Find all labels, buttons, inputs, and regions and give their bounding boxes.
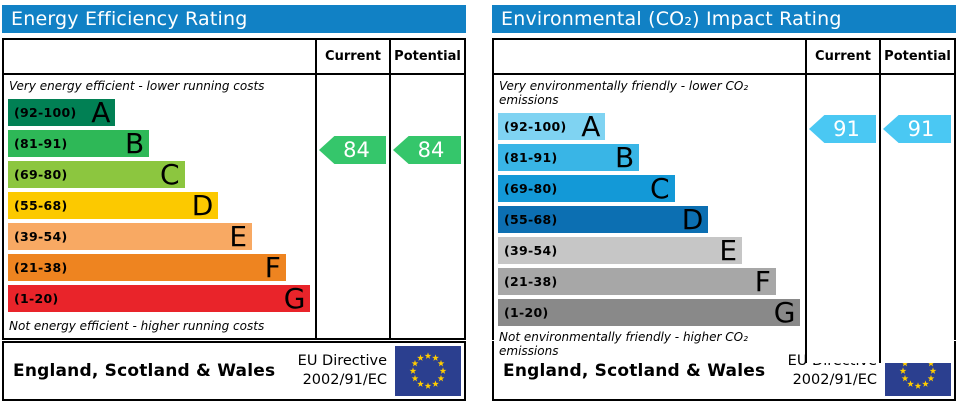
band-row-d: (55-68) D [8,189,315,222]
band-letter: E [719,234,738,267]
current-rating-arrow: 84 [319,136,386,164]
band-row-a: (92-100) A [498,110,805,143]
band-letter: D [681,203,704,236]
band-row-g: (1-20) G [8,282,315,315]
band-range: (39-54) [14,229,68,244]
band-letter: C [159,158,180,191]
band-letter: D [191,189,214,222]
band-range: (92-100) [14,105,77,120]
band-g: (1-20) G [498,296,801,329]
band-d: (55-68) D [498,203,709,236]
band-row-e: (39-54) E [498,234,805,267]
band-row-g: (1-20) G [498,296,805,329]
current-rating-column: 91 [805,75,879,363]
band-range: (21-38) [504,274,558,289]
energy-efficiency-chart: Current Potential Very energy efficient … [2,38,466,340]
eu-flag-svg [395,346,461,396]
band-range: (55-68) [14,198,68,213]
energy-efficiency-panel: Energy Efficiency Rating Current Potenti… [2,5,466,401]
band-range: (39-54) [504,243,558,258]
band-range: (55-68) [504,212,558,227]
bottom-caption: Not energy efficient - higher running co… [9,319,265,333]
potential-column-header: Potential [879,40,954,75]
current-rating-value: 84 [343,138,370,162]
environmental-impact-panel: Environmental (CO₂) Impact Rating Curren… [492,5,956,401]
band-range: (21-38) [14,260,68,275]
band-range: (81-91) [504,150,558,165]
current-column-header: Current [315,40,389,75]
band-row-c: (69-80) C [498,172,805,205]
potential-rating-column: 84 [389,75,464,338]
band-range: (1-20) [504,305,549,320]
band-row-d: (55-68) D [498,203,805,236]
band-e: (39-54) E [498,234,743,267]
band-b: (81-91) B [8,127,150,160]
band-b: (81-91) B [498,141,640,174]
potential-rating-column: 91 [879,75,954,363]
band-letter: A [581,110,601,143]
band-letter: F [264,251,281,284]
band-g: (1-20) G [8,282,311,315]
eu-directive-label: EU Directive 2002/91/EC [297,353,387,388]
top-caption: Very environmentally friendly - lower CO… [499,79,749,107]
potential-rating-value: 84 [417,138,445,162]
band-letter: F [754,265,771,298]
rating-bands: Very energy efficient - lower running co… [4,75,315,338]
band-a: (92-100) A [498,110,606,143]
potential-rating-arrow: 91 [883,115,951,143]
bottom-caption: Not environmentally friendly - higher CO… [499,330,748,358]
current-column-header: Current [805,40,879,75]
region-label: England, Scotland & Wales [13,361,276,381]
band-letter: B [615,141,635,174]
energy-efficiency-title: Energy Efficiency Rating [2,5,466,33]
band-row-b: (81-91) B [8,127,315,160]
eu-flag-icon [395,346,461,396]
band-row-c: (69-80) C [8,158,315,191]
potential-column-header: Potential [389,40,464,75]
band-row-e: (39-54) E [8,220,315,253]
environmental-impact-chart: Current Potential Very environmentally f… [492,38,956,363]
band-range: (81-91) [14,136,68,151]
region-label: England, Scotland & Wales [503,361,766,381]
band-d: (55-68) D [8,189,219,222]
corner-cell [4,40,315,75]
band-letter: C [649,172,670,205]
environmental-impact-title: Environmental (CO₂) Impact Rating [492,5,956,33]
band-range: (69-80) [504,181,558,196]
band-range: (69-80) [14,167,68,182]
band-range: (92-100) [504,119,567,134]
band-f: (21-38) F [498,265,776,298]
band-row-f: (21-38) F [498,265,805,298]
band-range: (1-20) [14,291,59,306]
band-row-a: (92-100) A [8,96,315,129]
band-c: (69-80) C [498,172,675,205]
panel-footer: England, Scotland & Wales EU Directive 2… [2,341,466,401]
top-caption: Very energy efficient - lower running co… [9,79,265,93]
band-letter: E [229,220,248,253]
band-letter: B [125,127,145,160]
band-letter: G [283,282,306,315]
potential-rating-value: 91 [907,117,935,141]
band-e: (39-54) E [8,220,253,253]
current-rating-column: 84 [315,75,389,338]
band-row-b: (81-91) B [498,141,805,174]
corner-cell [494,40,805,75]
current-rating-value: 91 [833,117,860,141]
current-rating-arrow: 91 [809,115,876,143]
rating-bands: Very environmentally friendly - lower CO… [494,75,805,363]
band-a: (92-100) A [8,96,116,129]
band-c: (69-80) C [8,158,185,191]
band-f: (21-38) F [8,251,286,284]
potential-rating-arrow: 84 [393,136,461,164]
band-letter: G [773,296,796,329]
band-letter: A [91,96,111,129]
band-row-f: (21-38) F [8,251,315,284]
